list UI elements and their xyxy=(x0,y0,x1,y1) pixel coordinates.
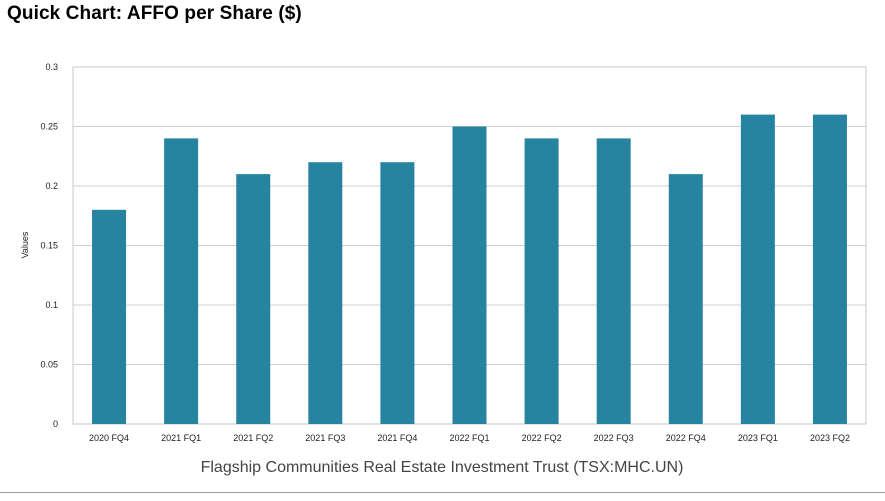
y-tick-label: 0.3 xyxy=(45,62,58,72)
x-tick-label: 2020 FQ4 xyxy=(89,433,129,443)
y-tick-label: 0.25 xyxy=(40,122,58,132)
bar xyxy=(452,126,487,424)
x-tick-label: 2021 FQ2 xyxy=(233,433,273,443)
bottom-divider xyxy=(0,492,885,493)
chart-subtitle: Flagship Communities Real Estate Investm… xyxy=(201,459,684,476)
x-tick-label: 2021 FQ1 xyxy=(161,433,201,443)
x-tick-label: 2021 FQ4 xyxy=(377,433,417,443)
bar xyxy=(236,174,271,424)
bar xyxy=(812,114,847,424)
y-tick-label: 0.05 xyxy=(40,360,58,370)
bars xyxy=(92,114,847,424)
bar xyxy=(596,138,631,424)
x-tick-label: 2021 FQ3 xyxy=(305,433,345,443)
y-axis-title: Values xyxy=(20,231,30,258)
y-axis-ticks: 0 0.05 0.1 0.15 0.2 0.25 0.3 xyxy=(40,62,58,429)
bar xyxy=(524,138,559,424)
y-tick-label: 0.1 xyxy=(45,300,58,310)
bar xyxy=(740,114,775,424)
bar xyxy=(308,162,343,424)
page-title: Quick Chart: AFFO per Share ($) xyxy=(7,3,302,24)
bar xyxy=(380,162,415,424)
bar xyxy=(164,138,199,424)
x-tick-label: 2022 FQ2 xyxy=(522,433,562,443)
bar xyxy=(92,209,127,424)
bar xyxy=(668,174,703,424)
x-tick-label: 2023 FQ2 xyxy=(810,433,850,443)
x-axis-ticks: 2020 FQ4 2021 FQ1 2021 FQ2 2021 FQ3 2021 FQ4… xyxy=(89,433,850,443)
x-tick-label: 2022 FQ1 xyxy=(449,433,489,443)
x-tick-label: 2023 FQ1 xyxy=(738,433,778,443)
y-tick-label: 0.2 xyxy=(45,181,58,191)
y-tick-label: 0.15 xyxy=(40,241,58,251)
y-tick-label: 0 xyxy=(53,419,58,429)
x-tick-label: 2022 FQ4 xyxy=(666,433,706,443)
x-tick-label: 2022 FQ3 xyxy=(594,433,634,443)
